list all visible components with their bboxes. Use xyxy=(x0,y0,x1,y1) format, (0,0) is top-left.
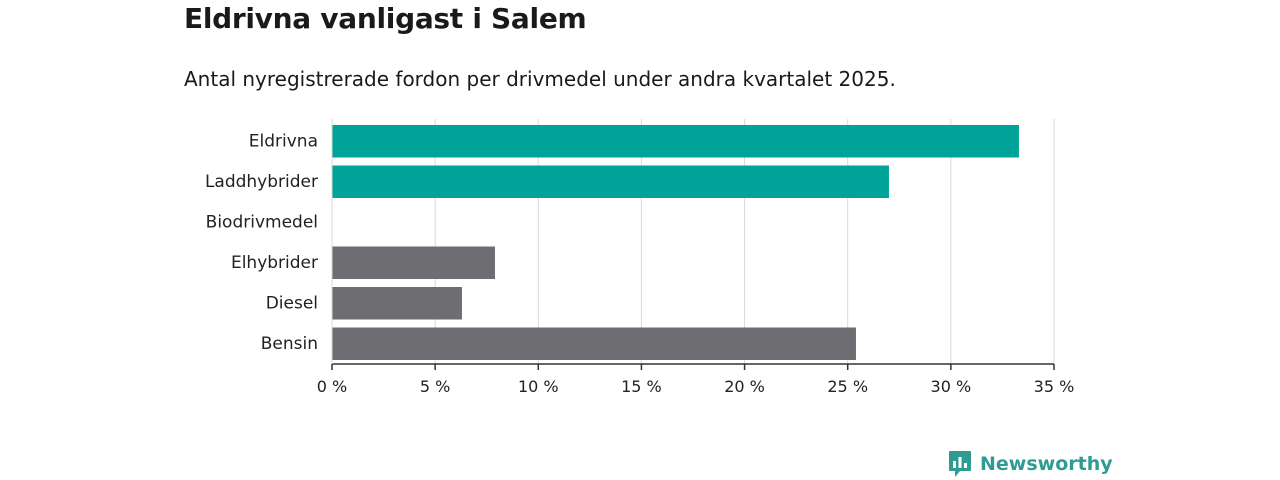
x-tick-label: 20 % xyxy=(724,377,765,396)
x-axis: 0 % 5 % 10 % 15 % 20 % 25 % 30 % 35 % xyxy=(317,119,1075,396)
category-label: Elhybrider xyxy=(231,253,318,273)
bar xyxy=(332,125,1019,158)
newsworthy-logo: Newsworthy xyxy=(948,450,1113,478)
brand-name: Newsworthy xyxy=(980,453,1113,475)
chart-subtitle: Antal nyregistrerade fordon per drivmede… xyxy=(184,67,896,91)
chart-title: Eldrivna vanligast i Salem xyxy=(184,2,587,35)
category-label: Eldrivna xyxy=(249,131,318,151)
x-tick-label: 15 % xyxy=(621,377,662,396)
bars xyxy=(332,125,1019,360)
category-label: Biodrivmedel xyxy=(206,212,318,232)
category-label: Diesel xyxy=(266,293,318,313)
bar xyxy=(332,327,856,360)
gridlines xyxy=(434,119,1055,364)
category-labels: Eldrivna Laddhybrider Biodrivmedel Elhybrid… xyxy=(205,131,318,354)
x-tick-label: 30 % xyxy=(931,377,972,396)
category-label: Bensin xyxy=(261,334,318,354)
bar xyxy=(332,287,462,320)
x-tick-label: 10 % xyxy=(518,377,559,396)
x-tick-label: 35 % xyxy=(1034,377,1075,396)
x-tick-label: 0 % xyxy=(317,377,347,396)
bar xyxy=(332,246,495,279)
newsworthy-logo-icon xyxy=(949,451,971,477)
bar xyxy=(332,165,889,198)
bar-chart: Eldrivna Laddhybrider Biodrivmedel Elhybrid… xyxy=(205,119,1075,396)
x-tick-label: 25 % xyxy=(827,377,868,396)
x-tick-label: 5 % xyxy=(420,377,450,396)
category-label: Laddhybrider xyxy=(205,172,318,192)
